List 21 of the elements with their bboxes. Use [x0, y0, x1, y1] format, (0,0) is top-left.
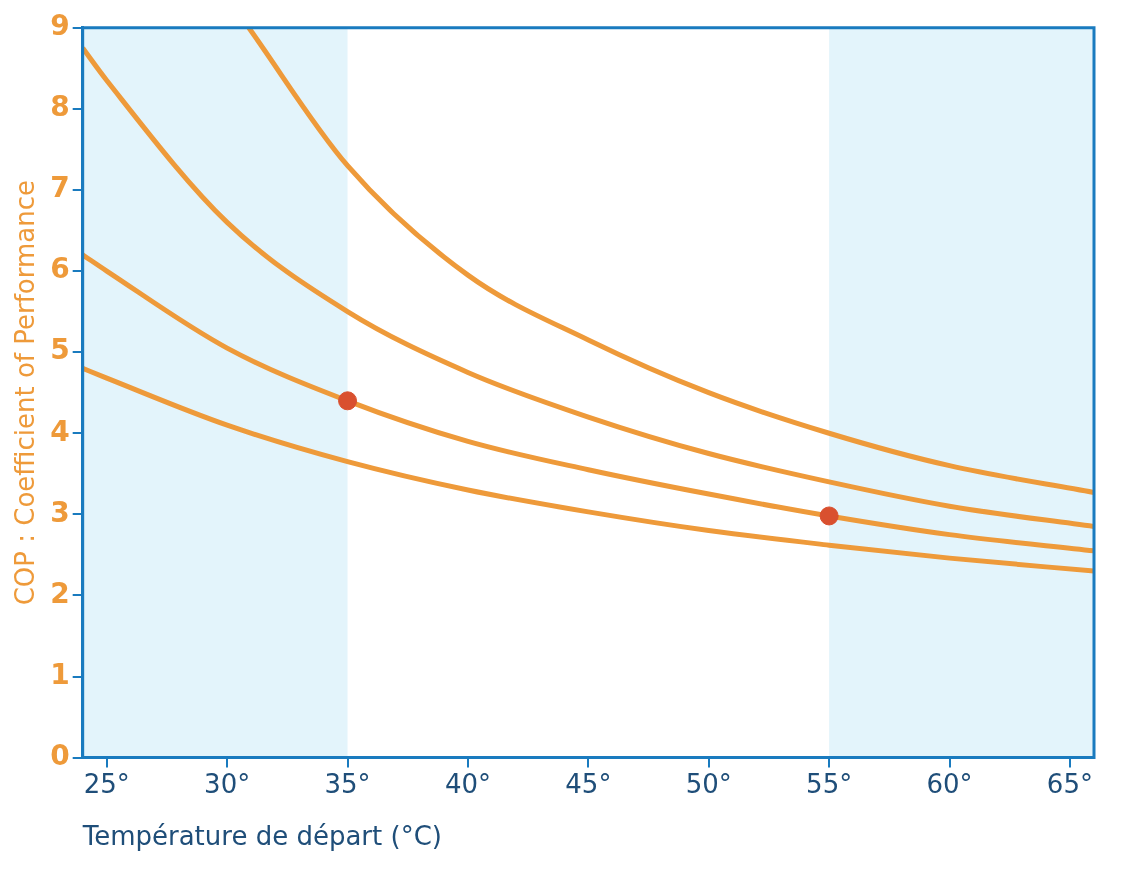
y-tick-label: 0 — [50, 738, 70, 772]
y-tick-label: 7 — [50, 171, 70, 205]
x-tick-label: 60° — [926, 768, 973, 799]
y-tick-label: 1 — [50, 657, 70, 691]
y-tick-label: 4 — [50, 414, 70, 448]
x-tick-label: 65° — [1046, 768, 1093, 799]
x-tick-label: 30° — [204, 768, 251, 799]
y-tick-label: 3 — [50, 495, 70, 529]
x-tick-label: 35° — [324, 768, 371, 799]
y-tick-label: 8 — [50, 90, 70, 124]
x-tick-label: 55° — [806, 768, 853, 799]
x-tick-label: 45° — [565, 768, 612, 799]
y-tick-label: 9 — [50, 9, 70, 43]
y-tick-label: 2 — [50, 576, 70, 610]
y-tick-label: 5 — [50, 333, 70, 367]
x-tick-label: 25° — [83, 768, 130, 799]
x-tick-label: 40° — [444, 768, 491, 799]
y-tick-label: 6 — [50, 252, 70, 286]
y-axis-title: COP : Coefficient of Performance — [10, 180, 41, 606]
x-tick-label: 50° — [685, 768, 732, 799]
x-axis-title: Température de départ (°C) — [81, 821, 442, 852]
